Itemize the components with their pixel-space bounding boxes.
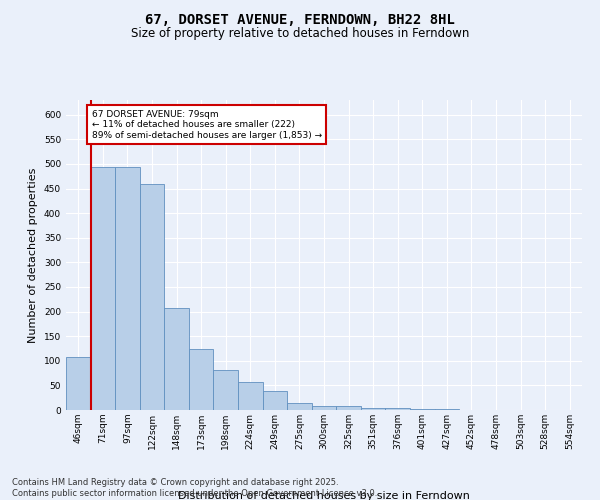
Text: 67 DORSET AVENUE: 79sqm
← 11% of detached houses are smaller (222)
89% of semi-d: 67 DORSET AVENUE: 79sqm ← 11% of detache… [92,110,322,140]
Bar [312,406,336,410]
Bar [140,184,164,410]
Bar [263,392,287,410]
Text: 67, DORSET AVENUE, FERNDOWN, BH22 8HL: 67, DORSET AVENUE, FERNDOWN, BH22 8HL [145,12,455,26]
Bar [410,409,434,410]
Bar [66,358,91,410]
Bar [189,349,214,410]
Bar [336,406,361,410]
Text: Contains HM Land Registry data © Crown copyright and database right 2025.
Contai: Contains HM Land Registry data © Crown c… [12,478,377,498]
Bar [385,408,410,410]
Bar [238,382,263,410]
Bar [434,409,459,410]
Bar [91,167,115,410]
Bar [164,308,189,410]
Y-axis label: Number of detached properties: Number of detached properties [28,168,38,342]
Bar [287,403,312,410]
Bar [361,408,385,410]
Bar [115,167,140,410]
Text: Size of property relative to detached houses in Ferndown: Size of property relative to detached ho… [131,28,469,40]
Bar [214,370,238,410]
X-axis label: Distribution of detached houses by size in Ferndown: Distribution of detached houses by size … [178,491,470,500]
